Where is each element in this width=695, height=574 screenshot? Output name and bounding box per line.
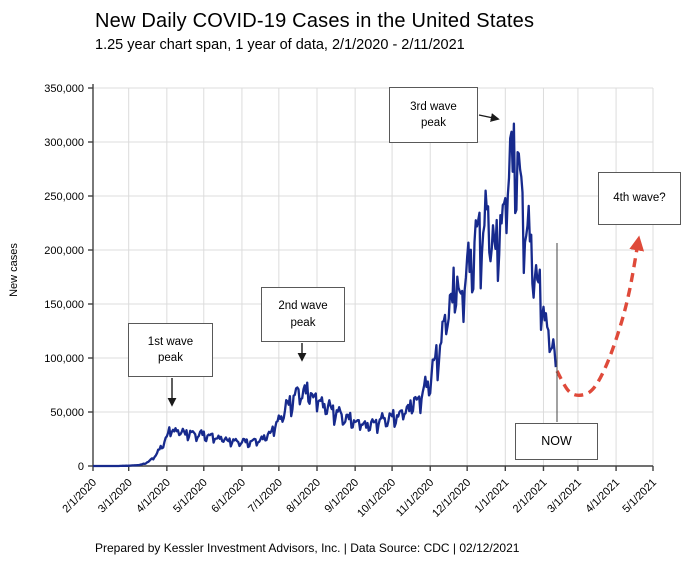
chart-subtitle: 1.25 year chart span, 1 year of data, 2/… (95, 37, 465, 53)
y-tick-label: 300,000 (44, 137, 84, 149)
x-tick-label: 3/1/2021 (545, 477, 584, 516)
x-tick-label: 3/1/2020 (96, 477, 135, 516)
x-tick-label: 12/1/2020 (430, 477, 473, 520)
y-tick-label: 150,000 (44, 299, 84, 311)
x-tick-label: 1/1/2021 (473, 477, 512, 516)
x-tick-label: 5/1/2020 (171, 477, 210, 516)
y-tick-label: 100,000 (44, 353, 84, 365)
x-tick-label: 5/1/2021 (620, 477, 659, 516)
data-series (93, 122, 645, 468)
x-tick-label: 7/1/2020 (246, 477, 285, 516)
x-tick-label: 10/1/2020 (355, 477, 398, 520)
x-tick-label: 8/1/2020 (284, 477, 323, 516)
y-tick-label: 250,000 (44, 191, 84, 203)
x-tick-label: 6/1/2020 (209, 477, 248, 516)
annotation-1st-wave-peak: 1st wave peak (128, 323, 213, 377)
chart-footer: Prepared by Kessler Investment Advisors,… (95, 541, 520, 555)
gridlines (93, 87, 654, 466)
y-axis-title: New cases (8, 243, 20, 297)
y-tick-label: 50,000 (50, 407, 84, 419)
y-tick-label: 0 (78, 461, 84, 473)
x-tick-label: 2/1/2021 (511, 477, 550, 516)
annotation-arrows (167, 113, 558, 422)
annotation-2nd-wave-peak: 2nd wave peak (261, 287, 345, 342)
annotation-now: NOW (515, 423, 598, 460)
x-tick-label: 4/1/2021 (583, 477, 622, 516)
y-tick-label: 200,000 (44, 245, 84, 257)
y-tick-label: 350,000 (44, 83, 84, 95)
annotation-4th-wave: 4th wave? (598, 172, 681, 225)
covid-cases-line (93, 122, 557, 468)
axes (88, 84, 654, 471)
x-tick-label: 2/1/2020 (60, 477, 99, 516)
fourth-wave-projection-line (555, 235, 645, 398)
x-tick-label: 4/1/2020 (134, 477, 173, 516)
annotation-3rd-wave-peak: 3rd wave peak (389, 87, 478, 143)
x-tick-label: 11/1/2020 (394, 477, 437, 520)
third-wave-arrow (478, 113, 500, 122)
chart-title: New Daily COVID-19 Cases in the United S… (95, 10, 535, 32)
